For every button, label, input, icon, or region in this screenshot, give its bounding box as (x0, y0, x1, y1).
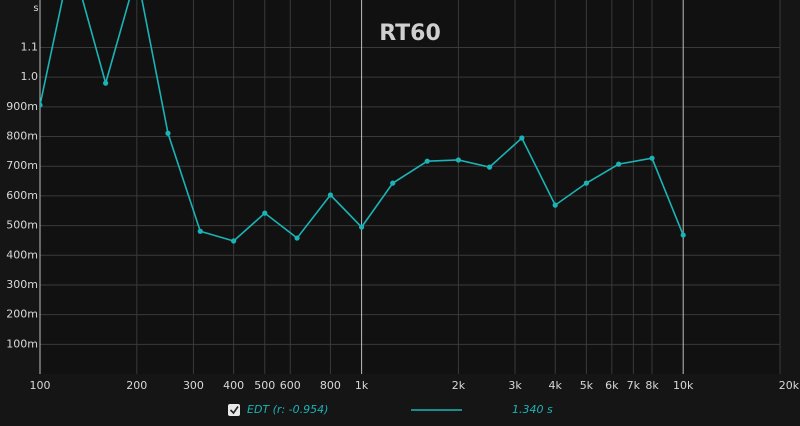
data-point (424, 158, 430, 164)
x-tick-label: 3k (508, 379, 522, 392)
y-tick-label: 1.1 (21, 40, 39, 53)
x-tick-label: 300 (183, 379, 204, 392)
x-tick-label: 6k (605, 379, 619, 392)
y-tick-label: 800m (6, 130, 38, 143)
data-point (583, 180, 589, 186)
legend: EDT (r: -0.954) 1.340 s (228, 403, 553, 416)
x-tick-label: 500 (254, 379, 275, 392)
y-tick-label: 200m (6, 308, 38, 321)
grid (39, 0, 781, 374)
y-tick-label: 300m (6, 278, 38, 291)
x-tick-label: 400 (223, 379, 244, 392)
data-point (231, 238, 237, 244)
data-point (103, 80, 109, 86)
chart-title: RT60 (379, 21, 441, 46)
legend-checkbox[interactable] (228, 404, 240, 416)
data-point (552, 202, 558, 208)
y-tick-label: 400m (6, 248, 38, 261)
y-tick-label: 600m (6, 189, 38, 202)
data-point (294, 235, 300, 241)
x-tick-label: 10k (673, 379, 694, 392)
legend-label: EDT (r: -0.954) (247, 403, 328, 416)
y-tick-label: 500m (6, 219, 38, 232)
x-tick-label: 8k (645, 379, 659, 392)
data-point (262, 210, 268, 216)
x-tick-label: 7k (627, 379, 641, 392)
legend-value: 1.340 s (512, 403, 553, 416)
x-tick-label: 100 (30, 379, 51, 392)
data-point (197, 228, 203, 234)
x-tick-label: 800 (320, 379, 341, 392)
data-point (680, 232, 686, 238)
data-point (40, 102, 43, 108)
x-tick-label: 20kHz (779, 379, 800, 392)
y-tick-label: 700m (6, 159, 38, 172)
data-point (390, 180, 396, 186)
data-point (616, 161, 622, 167)
check-mark (229, 406, 239, 415)
data-point (327, 192, 334, 198)
x-tick-label: 5k (580, 379, 594, 392)
data-point (519, 135, 525, 141)
data-point (358, 224, 365, 230)
y-axis-label: s (33, 3, 38, 14)
x-tick-label: 2k (452, 379, 466, 392)
y-tick-label: 100m (6, 337, 38, 350)
data-point (649, 155, 655, 161)
x-tick-label: 4k (549, 379, 563, 392)
data-point (455, 157, 462, 163)
data-point (486, 164, 493, 170)
y-tick-label: 1.0 (21, 70, 39, 83)
x-tick-label: 200 (126, 379, 147, 392)
data-point (165, 130, 171, 136)
x-tick-label: 600 (280, 379, 301, 392)
plot-area (40, 0, 780, 374)
y-tick-label: 900m (6, 100, 38, 113)
x-tick-label: 1k (355, 379, 369, 392)
plot (40, 0, 686, 244)
